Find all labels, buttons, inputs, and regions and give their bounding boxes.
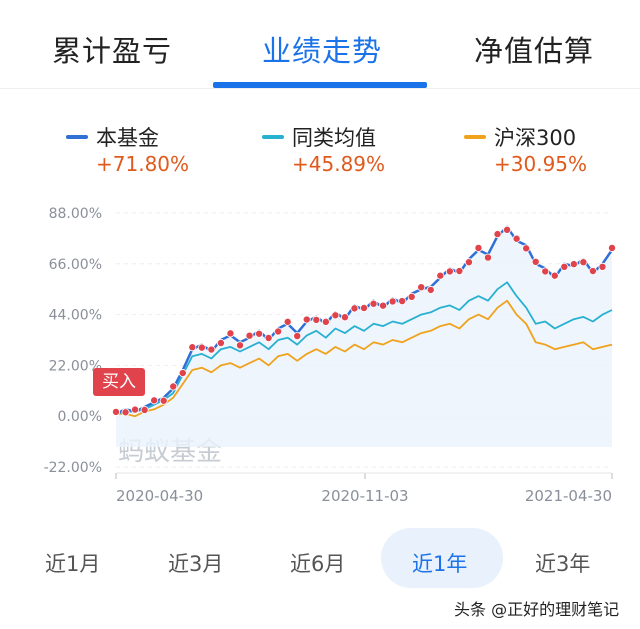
trade-markers <box>112 225 617 417</box>
legend-swatch <box>464 135 486 139</box>
trade-marker-dot <box>379 301 388 310</box>
chart-legend: 本基金 +71.80% 同类均值 +45.89% 沪深300 +30.95% <box>0 122 640 182</box>
trade-marker-dot <box>321 317 330 326</box>
trade-marker-dot <box>588 267 597 276</box>
trade-marker-dot <box>398 297 407 306</box>
range-1m[interactable]: 近1月 <box>45 552 101 576</box>
trade-marker-dot <box>159 396 168 405</box>
range-6m[interactable]: 近6月 <box>290 552 346 576</box>
range-3y[interactable]: 近3年 <box>535 552 591 576</box>
trade-marker-dot <box>293 332 302 341</box>
trade-marker-dot <box>550 271 559 280</box>
trade-marker-dot <box>445 267 454 276</box>
legend-label: 本基金 <box>96 126 159 150</box>
trade-marker-dot <box>522 244 531 253</box>
trade-marker-dot <box>140 405 149 414</box>
trade-marker-dot <box>426 285 435 294</box>
y-tick-label: 66.00% <box>49 257 102 273</box>
trade-marker-dot <box>350 304 359 313</box>
trade-marker-dot <box>455 267 464 276</box>
trade-marker-dot <box>541 267 550 276</box>
active-range-highlight <box>381 528 503 588</box>
trade-marker-dot <box>245 331 254 340</box>
trade-marker-dot <box>312 315 321 324</box>
y-tick-label: -22.00% <box>44 460 102 476</box>
tab-cumulative-profit[interactable]: 累计盈亏 <box>52 34 173 68</box>
trade-marker-dot <box>493 230 502 239</box>
trade-marker-dot <box>207 345 216 354</box>
trade-marker-dot <box>417 283 426 292</box>
trade-marker-dot <box>569 260 578 269</box>
trade-marker-dot <box>121 408 130 417</box>
active-tab-indicator <box>213 82 427 88</box>
trade-marker-dot <box>560 262 569 271</box>
y-axis-ticks: 88.00% 66.00% 44.00% 22.00% 0.00% -22.00% <box>44 206 102 476</box>
trade-marker-dot <box>340 313 349 322</box>
trade-marker-dot <box>235 341 244 350</box>
legend-value: +30.95% <box>494 152 588 176</box>
trade-marker-dot <box>131 405 140 414</box>
trade-marker-dot <box>169 382 178 391</box>
trade-marker-dot <box>464 258 473 267</box>
trade-marker-dot <box>436 271 445 280</box>
legend-item-csi300[interactable]: 沪深300 +30.95% <box>464 122 587 176</box>
legend-value: +45.89% <box>292 152 386 176</box>
trade-marker-dot <box>359 303 368 312</box>
range-3m[interactable]: 近3月 <box>168 552 224 576</box>
legend-swatch <box>66 135 88 139</box>
trade-marker-dot <box>150 396 159 405</box>
x-axis-ticks: 2020-04-30 2020-11-03 2021-04-30 <box>115 472 613 505</box>
trade-marker-dot <box>503 225 512 234</box>
range-1y[interactable]: 近1年 <box>412 552 468 576</box>
trade-marker-dot <box>369 299 378 308</box>
buy-badge: 买入 <box>93 368 145 396</box>
footer-watermark-text: 头条 @正好的理财笔记 <box>454 600 620 619</box>
legend-item-category-average[interactable]: 同类均值 +45.89% <box>262 122 385 176</box>
trade-marker-dot <box>474 243 483 252</box>
trade-marker-dot <box>579 258 588 267</box>
legend-swatch <box>262 135 284 139</box>
series-line-category-average <box>115 281 613 415</box>
trade-marker-dot <box>178 369 187 378</box>
trade-marker-dot <box>331 311 340 320</box>
y-tick-label: 88.00% <box>49 206 102 222</box>
tab-bar: 累计盈亏 业绩走势 净值估算 <box>0 0 640 89</box>
tab-performance-trend[interactable]: 业绩走势 <box>262 34 383 68</box>
fund-area <box>116 226 612 447</box>
trade-marker-dot <box>274 327 283 336</box>
chart-svg: 88.00%66.00%44.00%22.00%0.00%-22.00% 蚂蚁基… <box>44 206 617 505</box>
trade-marker-dot <box>255 329 264 338</box>
trade-marker-dot <box>302 315 311 324</box>
trade-marker-dot <box>264 333 273 342</box>
legend-label: 沪深300 <box>494 126 577 150</box>
trade-marker-dot <box>216 338 225 347</box>
y-tick-label: 22.00% <box>49 358 102 374</box>
legend-item-fund[interactable]: 本基金 +71.80% <box>66 122 189 176</box>
x-tick-label: 2020-11-03 <box>321 487 408 505</box>
performance-chart[interactable]: 88.00% 66.00% 44.00% 22.00% 0.00% -22.00% 蚂蚁基… <box>0 195 640 515</box>
trade-marker-dot <box>226 329 235 338</box>
time-range-selector: 近1月 近3月 近6月 近1年 近3年 <box>0 528 640 588</box>
trade-marker-dot <box>512 234 521 243</box>
trade-marker-dot <box>188 343 197 352</box>
tab-nav-estimate[interactable]: 净值估算 <box>474 34 595 68</box>
trade-marker-dot <box>388 297 397 306</box>
y-tick-label: 44.00% <box>49 308 102 324</box>
x-tick-label: 2020-04-30 <box>116 487 203 505</box>
trade-marker-dot <box>283 317 292 326</box>
series-line-csi300 <box>116 299 613 418</box>
trade-marker-dot <box>197 343 206 352</box>
trade-marker-dot <box>112 407 121 416</box>
legend-value: +71.80% <box>96 152 190 176</box>
trade-marker-dot <box>608 243 617 252</box>
trade-marker-dot <box>598 262 607 271</box>
trade-marker-dot <box>483 253 492 262</box>
y-tick-label: 0.00% <box>58 409 102 425</box>
fund-area-fill <box>116 226 612 447</box>
legend-label: 同类均值 <box>292 126 376 150</box>
trade-marker-dot <box>531 257 540 266</box>
trade-marker-dot <box>407 292 416 301</box>
x-tick-label: 2021-04-30 <box>525 487 612 505</box>
